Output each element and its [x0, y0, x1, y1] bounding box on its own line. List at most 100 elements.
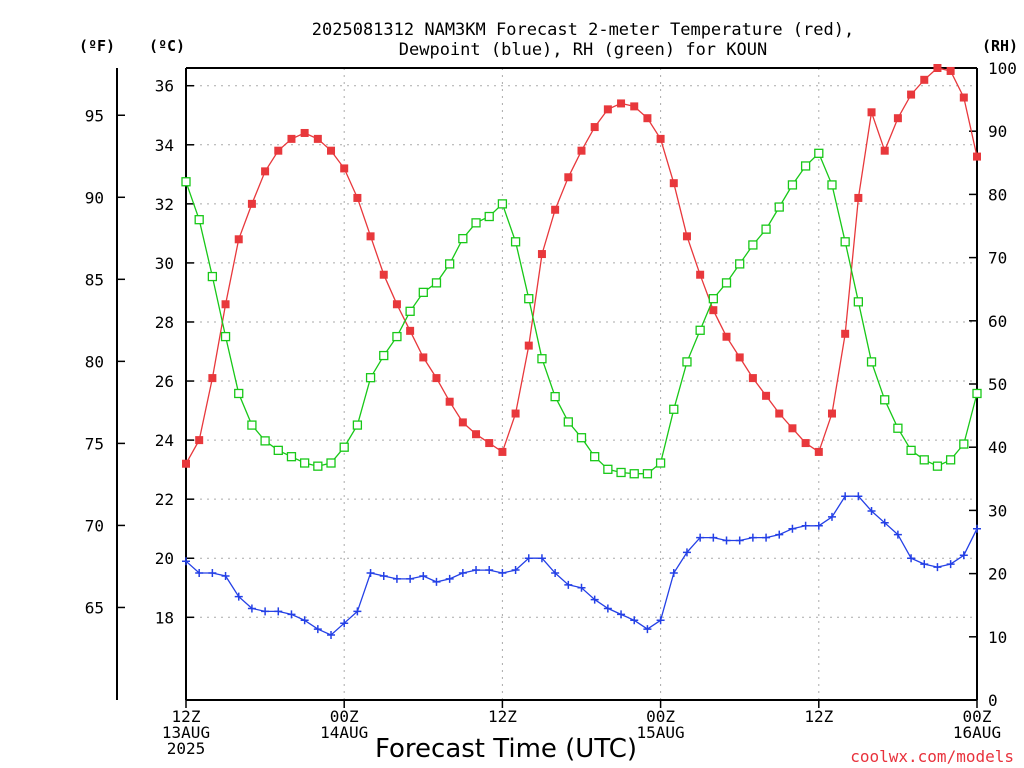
- dewpoint-point: [973, 524, 981, 533]
- dewpoint-point: [603, 604, 612, 613]
- dewpoint-point: [287, 610, 296, 619]
- fahrenheit-tick-label: 85: [85, 270, 104, 289]
- rh-point: [313, 461, 323, 471]
- dewpoint-point: [432, 577, 441, 586]
- temperature-point: [445, 397, 454, 406]
- credit-text: coolwx.com/models: [850, 747, 1014, 766]
- rh-point: [827, 180, 837, 190]
- rh-point: [563, 417, 573, 427]
- rh-point: [880, 395, 890, 405]
- dewpoint-point: [221, 571, 230, 580]
- x-tick-label: 00Z: [646, 707, 675, 726]
- x-tick-label: 00Z: [963, 707, 992, 726]
- rh-point: [194, 215, 204, 225]
- temperature-point: [762, 391, 771, 400]
- x-tick-label: 2025: [167, 739, 206, 758]
- rh-point: [787, 180, 798, 190]
- rh-point: [458, 233, 468, 244]
- temperature-point: [801, 439, 810, 448]
- dewpoint-point: [511, 566, 520, 575]
- dewpoint-point: [472, 566, 481, 575]
- rh-point: [932, 461, 943, 471]
- temperature-point: [893, 114, 902, 123]
- celsius-tick-label: 32: [155, 195, 174, 214]
- rh-point: [392, 331, 402, 342]
- temperature-point: [379, 270, 388, 279]
- dewpoint-point: [577, 583, 586, 592]
- rh-point: [893, 423, 903, 433]
- rh-point: [405, 306, 415, 316]
- temperature-point: [432, 374, 441, 383]
- rh-tick-label: 40: [988, 438, 1007, 457]
- temperature-point: [458, 418, 467, 427]
- rh-tick-label: 20: [988, 565, 1007, 584]
- rh-point: [484, 211, 494, 222]
- rh-point: [800, 161, 811, 171]
- rh-point: [207, 271, 218, 282]
- temperature-point: [419, 353, 428, 362]
- dewpoint-point: [867, 506, 876, 515]
- temperature-point: [959, 93, 968, 102]
- temperature-series-line: [185, 67, 978, 465]
- temperature-point: [340, 164, 349, 173]
- dewpoint-point: [748, 533, 757, 542]
- fahrenheit-tick-label: 75: [85, 434, 104, 453]
- temperature-point: [195, 436, 204, 445]
- dewpoint-point: [827, 512, 836, 521]
- x-tick-label: 14AUG: [320, 723, 368, 742]
- rh-point: [181, 177, 191, 187]
- dewpoint-point: [551, 569, 560, 578]
- temperature-point: [498, 447, 507, 456]
- temperature-point: [656, 134, 665, 143]
- celsius-tick-label: 20: [155, 549, 174, 568]
- temperature-point: [682, 232, 691, 241]
- chart-title-line-1: 2025081312 NAM3KM Forecast 2-meter Tempe…: [312, 20, 854, 40]
- rh-point: [365, 373, 376, 383]
- celsius-tick-label: 28: [155, 313, 174, 332]
- temperature-point: [841, 329, 850, 338]
- dewpoint-point: [907, 554, 916, 563]
- temperature-point: [485, 439, 494, 448]
- fahrenheit-tick-label: 90: [85, 188, 104, 207]
- dewpoint-point: [643, 625, 652, 634]
- temperature-point: [973, 152, 981, 161]
- dewpoint-point: [920, 560, 929, 569]
- x-axis-label: Forecast Time (UTC): [375, 734, 637, 764]
- temperature-point: [366, 232, 375, 241]
- temperature-point: [234, 235, 243, 244]
- temperature-point: [524, 341, 533, 350]
- dewpoint-point: [775, 530, 784, 539]
- rh-point: [576, 433, 587, 443]
- dewpoint-point: [537, 554, 546, 563]
- dewpoint-point: [524, 554, 533, 563]
- rh-unit-label: (RH): [982, 37, 1018, 55]
- temperature-point: [920, 75, 929, 84]
- rh-point: [326, 458, 336, 468]
- dewpoint-point: [735, 536, 744, 545]
- temperature-point: [247, 199, 256, 208]
- temperature-point: [274, 146, 283, 155]
- rh-point: [299, 458, 310, 468]
- dewpoint-point: [880, 518, 889, 527]
- dewpoint-point: [656, 616, 665, 625]
- rh-point: [445, 259, 455, 269]
- temperature-point: [907, 90, 916, 99]
- temperature-point: [788, 424, 797, 433]
- x-tick-label: 12Z: [172, 707, 201, 726]
- temperature-point: [854, 193, 863, 202]
- dewpoint-point: [722, 536, 731, 545]
- temperature-point: [643, 114, 652, 123]
- temperature-point: [392, 300, 401, 309]
- dewpoint-point: [379, 571, 388, 580]
- fahrenheit-tick-label: 95: [85, 106, 104, 125]
- temperature-point: [867, 108, 876, 117]
- rh-tick-label: 60: [988, 312, 1007, 331]
- rh-point: [735, 259, 745, 269]
- dewpoint-point: [841, 492, 850, 501]
- celsius-tick-label: 22: [155, 490, 174, 509]
- axes: 18 20 22 24 26 28 30 32 34 36 65 70 75 80 85 90 95 0 10 20 3…: [85, 59, 1017, 758]
- dewpoint-point: [762, 533, 771, 542]
- celsius-tick-label: 18: [155, 608, 174, 627]
- rh-point: [379, 350, 389, 361]
